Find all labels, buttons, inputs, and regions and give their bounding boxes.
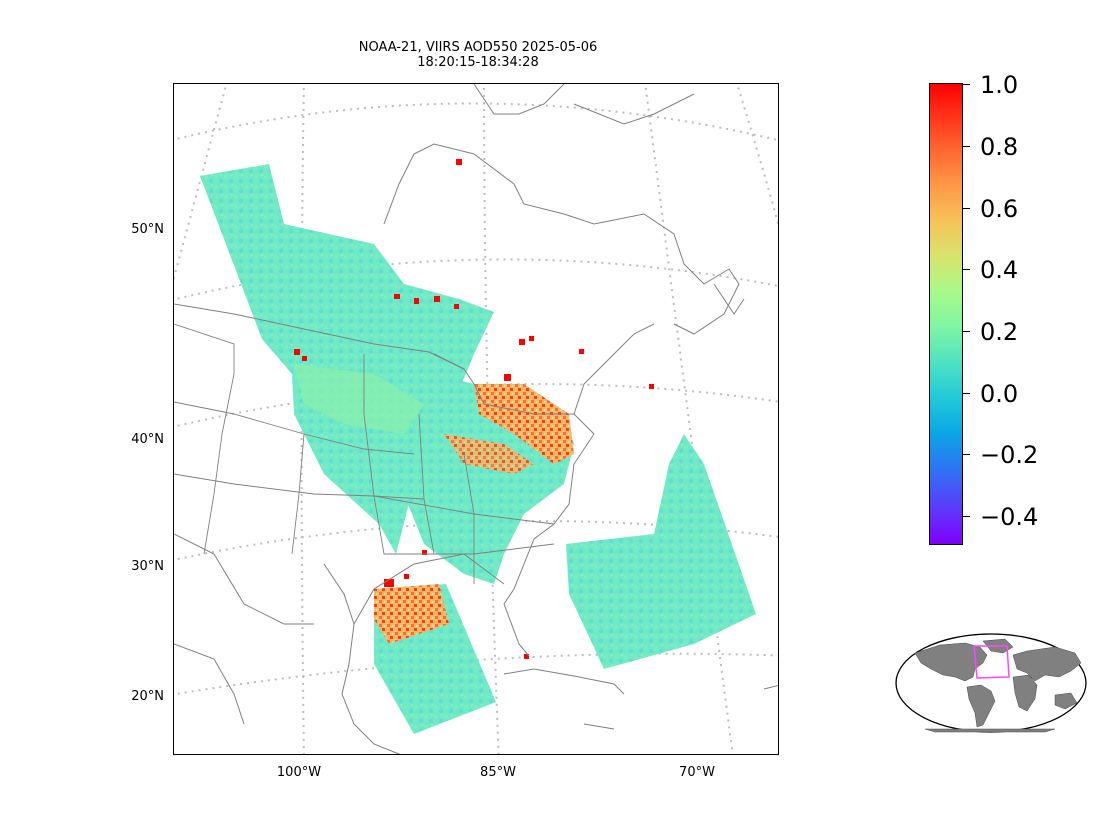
colorbar-tick (963, 269, 970, 270)
colorbar-label: 0.8 (980, 133, 1019, 161)
lat-label-40n: 40°N (131, 432, 164, 447)
inset-globe (895, 633, 1087, 733)
lat-label-20n: 20°N (131, 689, 164, 704)
aod-high-spots (294, 159, 654, 659)
title-line-2: 18:20:15-18:34:28 (417, 55, 539, 70)
aod-swath-atlantic (566, 434, 756, 669)
lon-label-85w: 85°W (480, 765, 516, 780)
colorbar-tick (963, 393, 970, 394)
colorbar-label: 0.2 (980, 318, 1019, 346)
colorbar-label: −0.2 (980, 441, 1039, 469)
plot-title: NOAA-21, VIIRS AOD550 2025-05-06 18:20:1… (176, 40, 780, 70)
state-borders (174, 323, 555, 584)
aod-swath-gulf (374, 584, 496, 734)
colorbar-tick (963, 146, 970, 147)
lat-label-30n: 30°N (131, 559, 164, 574)
map-panel (173, 83, 779, 755)
colorbar-label: 0.6 (980, 195, 1019, 223)
colorbar-tick (963, 516, 970, 517)
lat-label-50n: 50°N (131, 222, 164, 237)
lon-label-100w: 100°W (276, 765, 322, 780)
colorbar-label: 0.4 (980, 256, 1019, 284)
colorbar-tick (963, 84, 970, 85)
colorbar-tick (963, 208, 970, 209)
map-canvas (174, 84, 778, 754)
colorbar-label: 0.0 (980, 380, 1019, 408)
aod-swath-great-lakes (292, 344, 574, 584)
colorbar-label: 1.0 (980, 71, 1019, 99)
colorbar (929, 83, 963, 545)
colorbar-label: −0.4 (980, 503, 1039, 531)
coastlines (174, 84, 778, 754)
lon-label-70w: 70°W (679, 765, 715, 780)
colorbar-tick (963, 331, 970, 332)
colorbar-tick (963, 454, 970, 455)
inset-region-box (973, 645, 1010, 679)
inset-landmasses (914, 638, 1082, 733)
title-line-1: NOAA-21, VIIRS AOD550 2025-05-06 (358, 40, 598, 55)
